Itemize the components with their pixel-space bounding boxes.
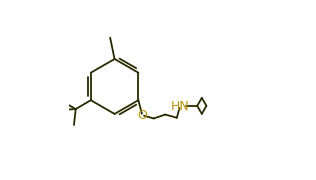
Text: HN: HN: [171, 100, 190, 113]
Text: O: O: [137, 109, 147, 122]
